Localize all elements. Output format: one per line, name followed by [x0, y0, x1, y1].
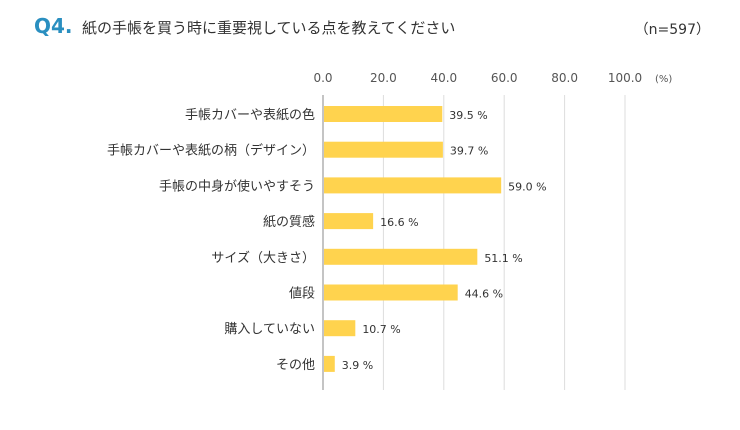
category-label: 手帳カバーや表紙の色 — [185, 107, 315, 123]
x-tick-label: 0.0 — [313, 71, 332, 85]
category-label: 手帳の中身が使いやすそう — [159, 178, 315, 194]
data-label: 59.0 % — [508, 180, 546, 193]
x-tick-label: 20.0 — [370, 71, 397, 85]
data-label: 39.7 % — [450, 145, 488, 158]
x-tick-label: 80.0 — [551, 71, 578, 85]
data-label: 39.5 % — [449, 109, 487, 122]
data-label: 44.6 % — [465, 288, 503, 301]
x-unit-label: (%) — [655, 74, 672, 85]
category-label: その他 — [276, 358, 315, 373]
question-title: 紙の手帳を買う時に重要視している点を教えてください — [82, 19, 456, 37]
data-label: 16.6 % — [380, 216, 418, 229]
data-label: 51.1 % — [484, 252, 522, 265]
x-tick-label: 100.0 — [608, 71, 642, 85]
chart-header: Q4. 紙の手帳を買う時に重要視している点を教えてください （n=597） — [0, 0, 740, 50]
category-label: サイズ（大きさ） — [211, 250, 315, 266]
data-label: 3.9 % — [342, 359, 373, 372]
data-label: 10.7 % — [362, 323, 400, 336]
category-label: 紙の質感 — [263, 214, 315, 230]
x-tick-label: 60.0 — [491, 71, 518, 85]
category-label: 値段 — [289, 286, 315, 302]
bar — [324, 320, 356, 337]
category-label: 購入していない — [224, 322, 315, 337]
x-tick-label: 40.0 — [430, 71, 457, 85]
bar — [324, 177, 502, 194]
bar — [324, 355, 335, 372]
bar — [324, 248, 478, 265]
category-label: 手帳カバーや表紙の柄（デザイン） — [107, 143, 315, 159]
sample-size: （n=597） — [634, 22, 710, 38]
question-number: Q4. — [34, 14, 73, 38]
bar — [324, 284, 458, 301]
bar — [324, 141, 443, 158]
bar — [324, 106, 443, 122]
bar — [324, 213, 374, 230]
